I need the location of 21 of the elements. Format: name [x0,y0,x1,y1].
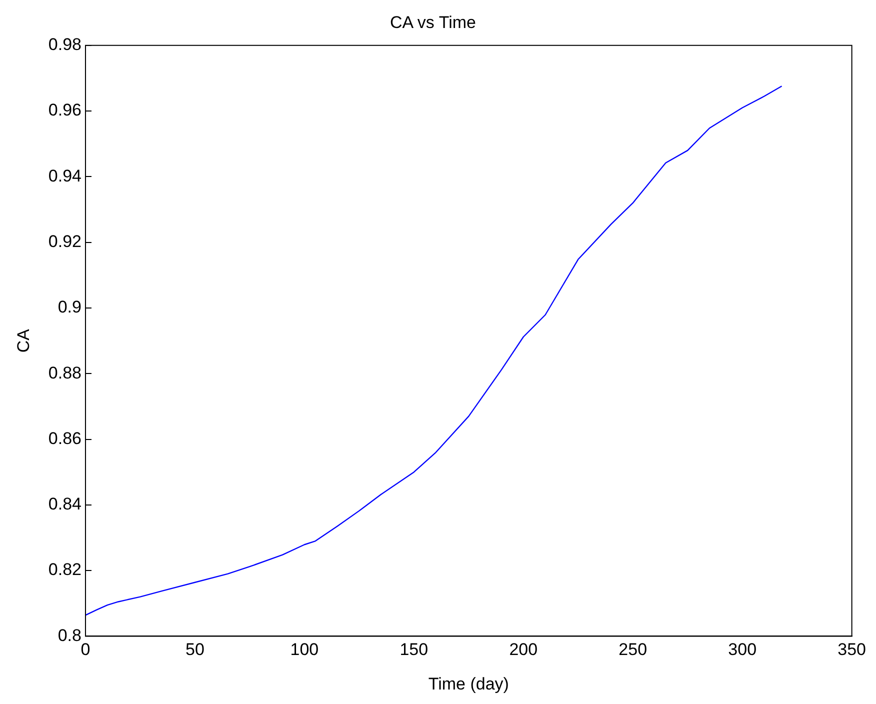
x-tick-label: 50 [186,640,204,660]
y-tick-label: 0.88 [48,363,82,382]
y-axis-title: CA [14,328,33,353]
y-tick-label: 0.84 [48,494,82,514]
x-tick-label: 250 [618,640,648,660]
x-tick-label: 0 [80,640,90,660]
y-tick-label: 0.86 [48,428,82,448]
y-tick-label: 0.82 [48,560,82,580]
y-tick-label: 0.9 [58,298,82,317]
x-tick-label: 350 [838,640,866,660]
x-axis-title: Time (day) [428,674,509,694]
y-tick-label: 0.8 [58,626,82,645]
x-tick-label: 300 [728,640,757,660]
chart-title: CA vs Time [390,12,476,32]
y-tick-label: 0.94 [48,166,82,186]
x-tick-label: 100 [290,640,319,660]
x-tick-label: 150 [400,640,428,660]
x-tick-label: 200 [509,640,538,660]
y-tick-label: 0.98 [48,35,82,54]
y-tick-label: 0.96 [48,100,82,120]
y-tick-label: 0.92 [48,232,82,252]
